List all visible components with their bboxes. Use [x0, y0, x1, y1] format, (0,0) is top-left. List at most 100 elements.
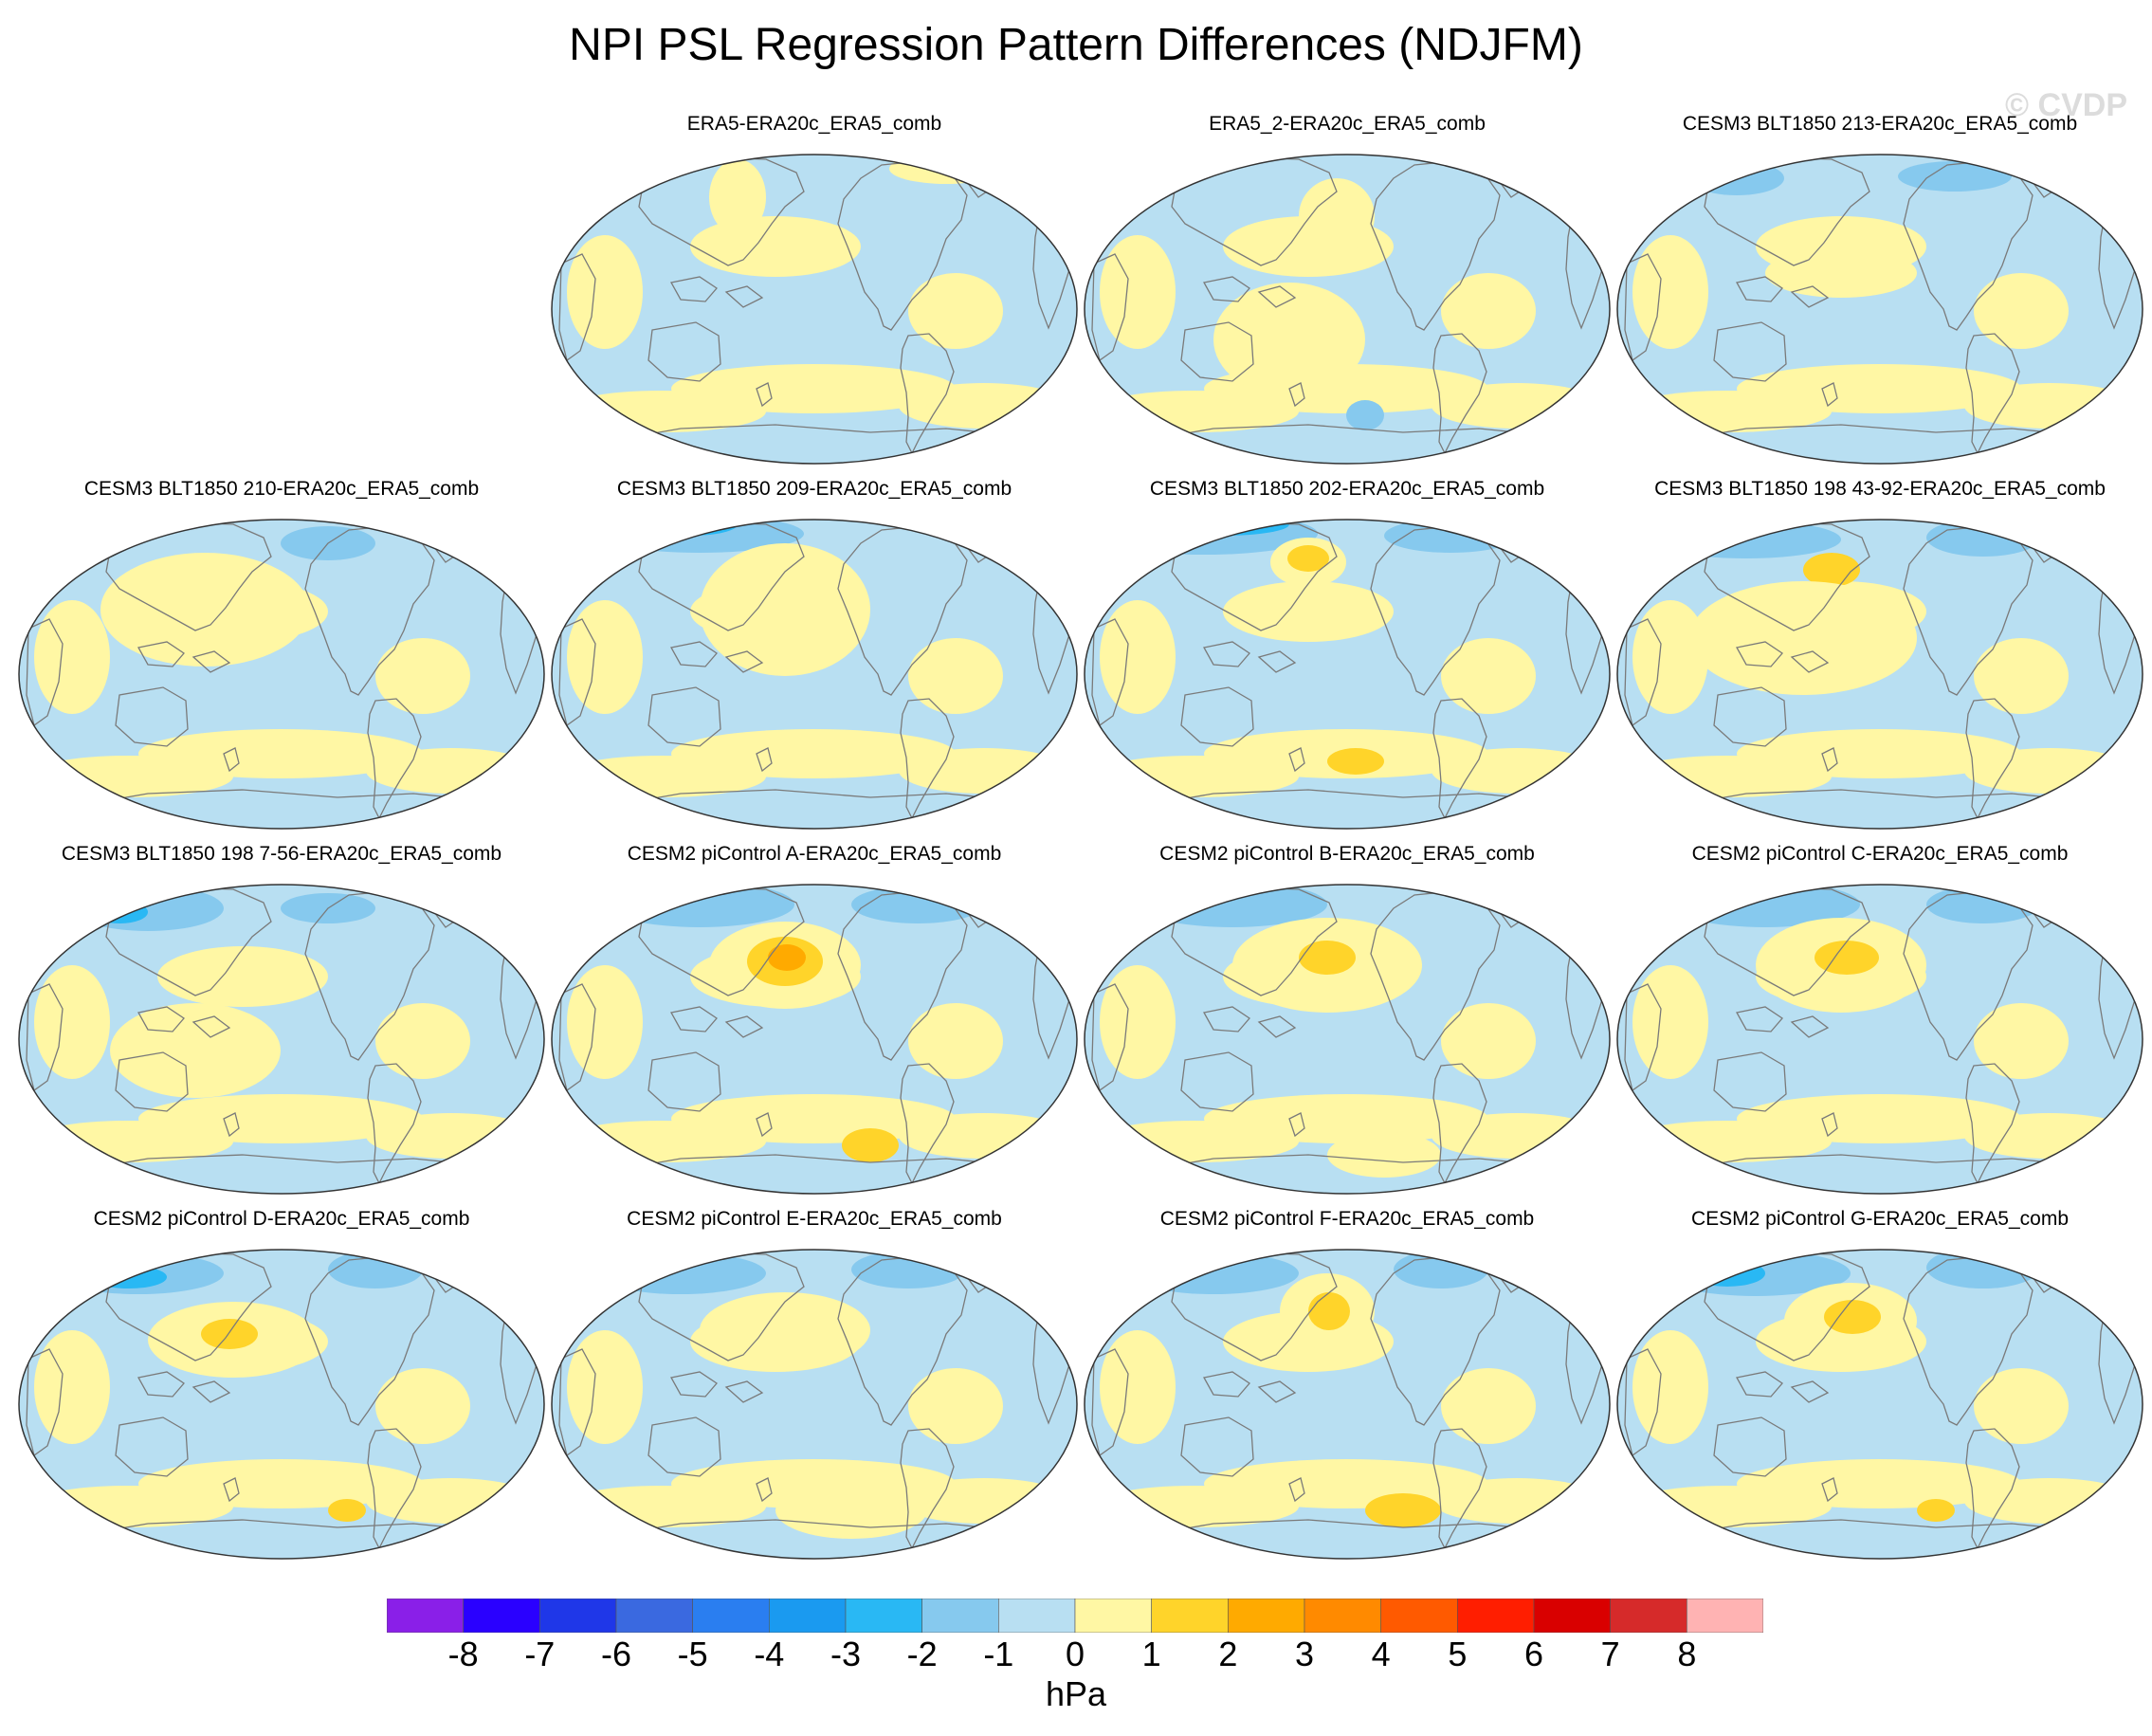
colorbar-tick-label: -7	[524, 1635, 556, 1673]
coastline	[1735, 1371, 1783, 1398]
map-projection	[1084, 884, 1611, 1195]
anomaly-contour	[842, 1128, 899, 1162]
colorbar-tick-label: 7	[1600, 1635, 1620, 1673]
map-panel: CESM3 BLT1850 210-ERA20c_ERA5_comb	[15, 477, 548, 842]
coastline	[137, 641, 185, 667]
anomaly-contour	[34, 1330, 110, 1444]
map-border	[1084, 884, 1611, 1195]
coastline	[1202, 1006, 1250, 1032]
anomaly-contour	[1651, 521, 1841, 558]
coastline	[647, 1416, 721, 1477]
coastline	[1965, 1428, 2020, 1550]
coastline	[724, 285, 764, 308]
anomaly-contour	[1100, 965, 1176, 1079]
anomaly-contour	[1926, 886, 2040, 923]
coastline	[1790, 1015, 1830, 1038]
coastline	[1965, 1063, 2020, 1185]
colorbar-swatch	[1457, 1599, 1535, 1633]
anomaly-contour	[1898, 161, 2012, 192]
coastline	[638, 156, 805, 266]
colorbar-tick-labels: -8 -7 -6 -5 -4 -3 -2 -1 0 1 2 3 4 5 6 7 8	[0, 1634, 2152, 1681]
panel-title: CESM3 BLT1850 213-ERA20c_ERA5_comb	[1682, 113, 2078, 135]
anomaly-contour	[768, 944, 806, 971]
map-projection	[18, 1249, 545, 1560]
anomaly-contour	[34, 600, 110, 714]
map-border	[551, 1249, 1078, 1560]
panel-title: ERA5-ERA20c_ERA5_comb	[686, 113, 942, 135]
coastline	[1091, 618, 1129, 727]
map-projection	[1616, 154, 2143, 465]
anomaly-contour	[1213, 283, 1365, 396]
coastline	[1202, 276, 1250, 302]
coastline	[638, 521, 805, 631]
anomaly-contour	[1432, 1478, 1602, 1524]
anomaly-contour	[899, 1113, 1069, 1159]
map-panel: CESM3 BLT1850 213-ERA20c_ERA5_comb	[1614, 112, 2146, 477]
coastline	[223, 1477, 240, 1503]
coastline	[1704, 886, 1870, 996]
panel-title: CESM2 piControl D-ERA20c_ERA5_comb	[93, 1208, 470, 1230]
panel-title: CESM3 BLT1850 198 7-56-ERA20c_ERA5_comb	[61, 843, 502, 865]
colorbar-tick-label: 6	[1523, 1635, 1544, 1673]
anomaly-contour	[1926, 1250, 2040, 1288]
panel-title: CESM2 piControl F-ERA20c_ERA5_comb	[1159, 1208, 1535, 1230]
panel-title: ERA5_2-ERA20c_ERA5_comb	[1209, 113, 1486, 135]
anomaly-contour	[1632, 600, 1708, 714]
map-panel: CESM2 piControl B-ERA20c_ERA5_comb	[1081, 842, 1614, 1207]
anomaly-contour	[366, 1113, 537, 1159]
anomaly-contour	[1689, 161, 1784, 195]
coastline	[367, 698, 422, 820]
anomaly-contour	[1765, 248, 1917, 298]
coastline	[1713, 1416, 1787, 1477]
anomaly-contour	[328, 1499, 366, 1522]
coastline	[1171, 1252, 1338, 1361]
coastline	[105, 1252, 272, 1361]
coastline	[191, 650, 231, 673]
coastline	[1202, 641, 1250, 667]
coastline	[1790, 1380, 1830, 1403]
coastline	[367, 1063, 422, 1185]
map-border	[18, 884, 545, 1195]
colorbar-tick-label: 8	[1677, 1635, 1697, 1673]
anomaly-contour	[375, 1368, 470, 1444]
map-projection	[551, 154, 1078, 465]
anomaly-contour	[100, 553, 309, 667]
anomaly-contour	[899, 748, 1069, 794]
anomaly-contour	[1964, 1113, 2135, 1159]
anomaly-contour	[643, 520, 738, 536]
colorbar-swatch	[998, 1599, 1076, 1633]
map-panel: CESM2 piControl C-ERA20c_ERA5_comb	[1614, 842, 2146, 1207]
coastline	[105, 886, 272, 996]
coastline	[1432, 698, 1487, 820]
colorbar-swatch	[1533, 1599, 1611, 1633]
colorbar-swatch	[387, 1599, 464, 1633]
figure-title: NPI PSL Regression Pattern Differences (…	[569, 20, 1583, 70]
map-panel: CESM2 piControl A-ERA20c_ERA5_comb	[548, 842, 1081, 1207]
map-panel: ERA5_2-ERA20c_ERA5_comb	[1081, 112, 1614, 477]
map-panel: CESM2 piControl D-ERA20c_ERA5_comb	[15, 1207, 548, 1572]
coastline	[115, 1416, 189, 1477]
colorbar-swatch	[1074, 1599, 1152, 1633]
anomaly-contour	[851, 886, 984, 923]
anomaly-contour	[1632, 1330, 1708, 1444]
map-projection	[1616, 884, 2143, 1195]
map-projection	[551, 884, 1078, 1195]
panel-title: CESM3 BLT1850 210-ERA20c_ERA5_comb	[83, 478, 480, 500]
anomaly-contour	[1299, 941, 1356, 975]
coastline	[638, 886, 805, 996]
map-panel: CESM2 piControl G-ERA20c_ERA5_comb	[1614, 1207, 2146, 1572]
coastline	[558, 1348, 596, 1457]
anomaly-contour	[157, 946, 328, 1007]
colorbar-tick-label: 4	[1371, 1635, 1391, 1673]
colorbar-tick-label: -8	[447, 1635, 479, 1673]
panel-title: CESM3 BLT1850 202-ERA20c_ERA5_comb	[1149, 478, 1545, 500]
coastline	[647, 321, 721, 382]
anomaly-contour	[1157, 520, 1289, 536]
map-projection	[18, 884, 545, 1195]
anomaly-contour	[1974, 273, 2069, 349]
coastline	[669, 276, 718, 302]
coastline	[1091, 1348, 1129, 1457]
colorbar-swatch	[615, 1599, 693, 1633]
coastline	[105, 521, 272, 631]
map-panel: CESM2 piControl F-ERA20c_ERA5_comb	[1081, 1207, 1614, 1572]
